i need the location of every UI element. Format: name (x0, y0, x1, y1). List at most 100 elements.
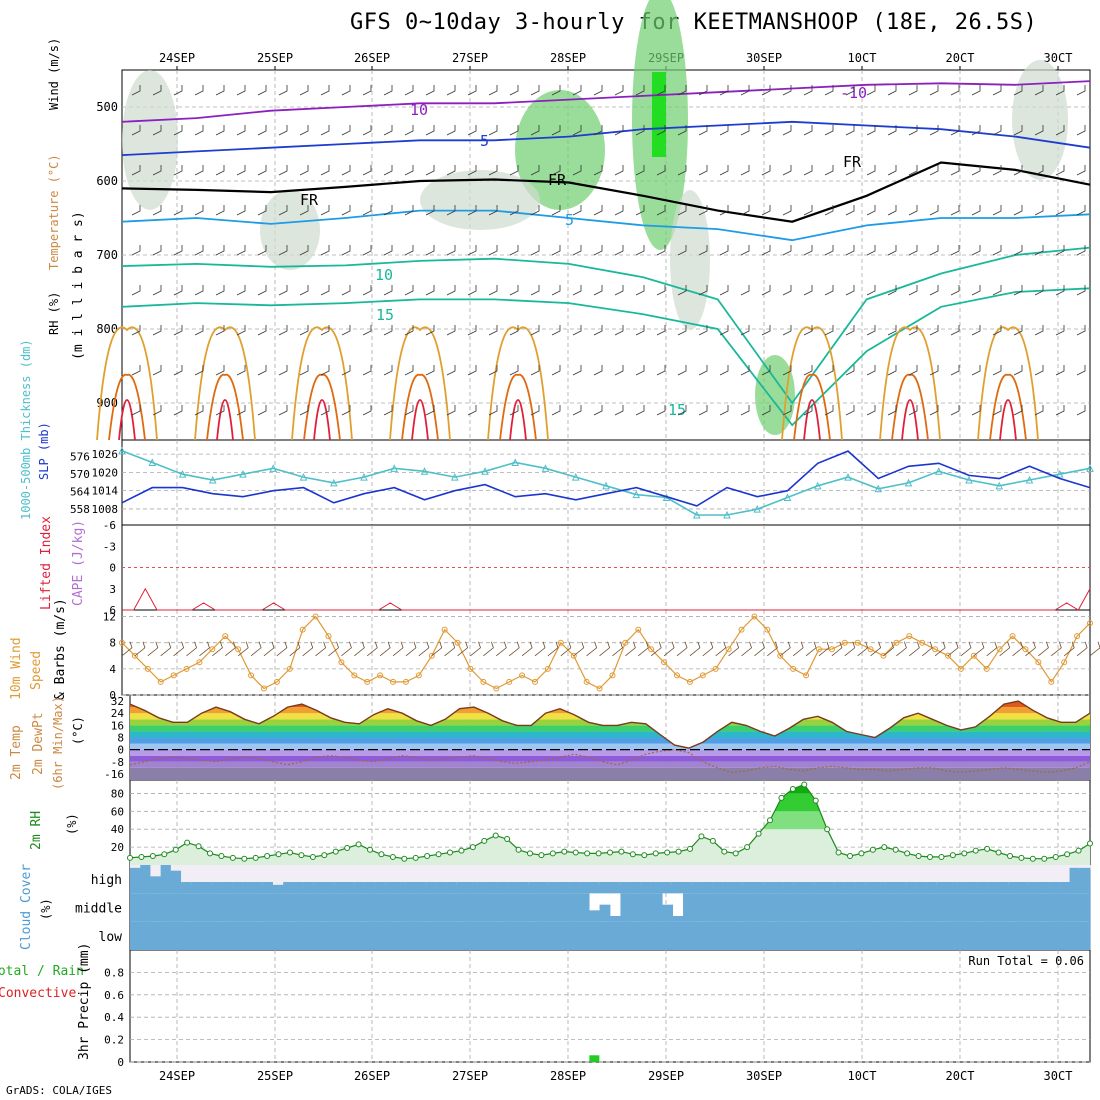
cloud-high-bar (313, 865, 325, 884)
cloud-high-bar (201, 865, 213, 884)
wind-barb (1013, 405, 1023, 416)
wind-barb (761, 365, 771, 376)
rh-point (709, 837, 716, 844)
wind-barb (782, 325, 792, 336)
cloud-high-bar (211, 865, 223, 884)
cloud-high-fill (558, 882, 570, 894)
wind-barb (194, 85, 204, 96)
thickness-point (178, 470, 187, 478)
side-label-wind: Wind (m/s) (47, 38, 61, 110)
wind-speed-point (377, 672, 384, 679)
wind-barb-10m (263, 641, 275, 657)
wind-barb (656, 285, 666, 296)
cloud-low-bar (338, 921, 350, 950)
wind-barb-10m (573, 641, 585, 657)
wind-barb (530, 325, 540, 336)
contour-label: FR (843, 153, 862, 171)
rh-shading (755, 355, 795, 435)
precip-side-label-total: Total / Rain (0, 964, 84, 979)
wind-barb-10m (315, 641, 327, 657)
cloud-low-bar (1016, 921, 1028, 950)
top-date-label: 27SEP (452, 51, 488, 65)
cloud-low-bar (714, 921, 726, 950)
cloud-high-bar (354, 865, 366, 884)
rh-point (287, 849, 293, 856)
wind-barb (740, 365, 750, 376)
precip-tick: 0 (117, 1056, 124, 1069)
cloud-high-fill (395, 882, 407, 894)
bottom-date-label: 10CT (848, 1069, 877, 1083)
cloud-high-fill (272, 884, 284, 894)
cloud-low-bar (620, 921, 632, 950)
rh-point (607, 849, 613, 856)
cloud-high-fill (324, 882, 335, 894)
wind-barb (614, 205, 624, 216)
wind-barb-10m (818, 641, 830, 657)
wind-barb (341, 165, 351, 176)
cloud-high-bar (1069, 865, 1081, 870)
wind-speed-point (609, 672, 616, 679)
cloud-middle-bar (338, 893, 350, 922)
wind-speed-point (738, 626, 745, 633)
wind-barb (593, 405, 603, 416)
cloud-high-bar (987, 865, 999, 884)
cloud-high-bar (589, 865, 601, 884)
rh-tick: 60 (111, 805, 124, 818)
temp-ylabel-a: 2m Temp (9, 725, 24, 780)
thickness-point (148, 458, 157, 466)
wind-barb (866, 325, 876, 336)
wind-speed-point (945, 652, 952, 659)
lifted-ylabel-text: Lifted Index (39, 516, 54, 610)
wind-barb (131, 365, 141, 376)
wind-barb-10m (999, 641, 1011, 657)
wind-barb (782, 245, 792, 256)
wind-barb (320, 125, 330, 136)
thickness-point (844, 472, 852, 481)
wind-speed-point (248, 672, 255, 679)
cloud-high-bar (385, 865, 396, 884)
wind-speed-point (583, 678, 590, 685)
wind-barb (131, 325, 141, 336)
wind-barb (509, 125, 519, 136)
thickness-point (753, 505, 762, 513)
wind-barb (341, 125, 351, 136)
wind-barb (677, 165, 687, 176)
cloud-middle-bar (1058, 893, 1070, 922)
wind-barb (971, 85, 981, 96)
cloud-high-fill (814, 882, 825, 894)
wind-barb (1076, 405, 1086, 416)
wind-barb (173, 125, 183, 136)
wind-barb (719, 325, 729, 336)
isotherm-20 (879, 326, 941, 441)
rh-point (1064, 851, 1071, 858)
cloud-high-bar (477, 865, 488, 884)
wind-barb (950, 85, 960, 96)
rh-point (1018, 854, 1025, 861)
wind-speed-point (351, 672, 358, 679)
rh-point (995, 849, 1002, 856)
wind-barb (152, 285, 162, 296)
wind-ylabel-b: Speed (29, 651, 44, 690)
isotherm-5 (121, 209, 1091, 242)
cloud-high-bar (1059, 865, 1070, 884)
temp-band (130, 749, 1090, 756)
cloud-low-bar (161, 921, 173, 950)
cloud-high-bar (303, 865, 315, 884)
isotherm--5 (121, 120, 1091, 156)
cloud-middle-bar (359, 893, 371, 922)
wind-speed-point (144, 665, 151, 672)
wind-barb (719, 125, 729, 136)
wind-barb (572, 85, 582, 96)
thickness-point (1025, 475, 1034, 484)
cloud-low-bar (1048, 921, 1060, 950)
wind-barb (992, 85, 1002, 96)
wind-barb-10m (857, 641, 869, 657)
wind-barb-10m (1051, 641, 1062, 657)
wind-barb (929, 285, 939, 296)
temp-band (130, 761, 1090, 768)
cloud-low-bar (265, 921, 277, 950)
isotherm-20 (96, 326, 158, 441)
cloud-middle-bar (996, 893, 1007, 922)
thickness-point (602, 481, 610, 490)
cloud-middle-bar (860, 893, 872, 922)
